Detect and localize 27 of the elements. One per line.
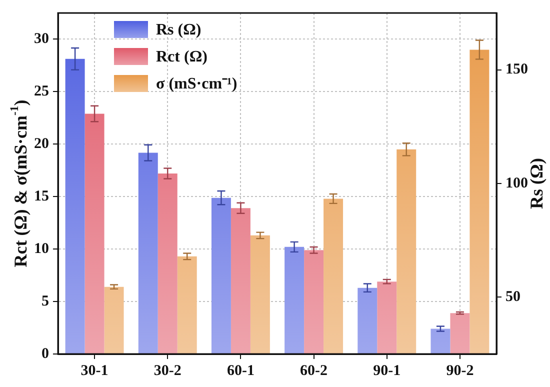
y-tick-label: 5	[42, 293, 49, 310]
bar	[177, 256, 197, 354]
y-tick-label: 20	[34, 136, 49, 152]
bar	[396, 149, 416, 354]
y-tick-label: 25	[34, 84, 49, 100]
x-tick-label: 60-1	[226, 362, 254, 379]
bar	[324, 198, 344, 354]
bar	[104, 286, 124, 354]
legend-label: σ (mS·cm⁻¹)	[156, 76, 238, 93]
y2-tick-label: 150	[506, 62, 528, 78]
y2-axis-title: Rs (Ω)	[526, 158, 547, 209]
legend-label: Rct (Ω)	[156, 48, 208, 66]
legend-label: Rs (Ω)	[156, 22, 202, 39]
x-tick-label: 90-2	[446, 362, 474, 379]
y-tick-label: 30	[34, 31, 49, 48]
bar	[250, 235, 270, 354]
y2-tick-label: 100	[506, 175, 528, 192]
y-tick-label: 0	[42, 346, 49, 362]
x-tick-label: 60-2	[300, 362, 328, 379]
y-axis-title: Rct (Ω) & σ(mS·cm-1)	[8, 100, 31, 268]
x-tick-label: 30-1	[80, 362, 108, 379]
bar	[470, 50, 490, 354]
x-tick-label: 90-1	[373, 362, 401, 379]
y-tick-label: 15	[34, 188, 49, 204]
x-tick-label: 30-2	[154, 362, 182, 379]
y2-tick-label: 50	[506, 289, 520, 306]
y-tick-label: 10	[34, 240, 49, 257]
